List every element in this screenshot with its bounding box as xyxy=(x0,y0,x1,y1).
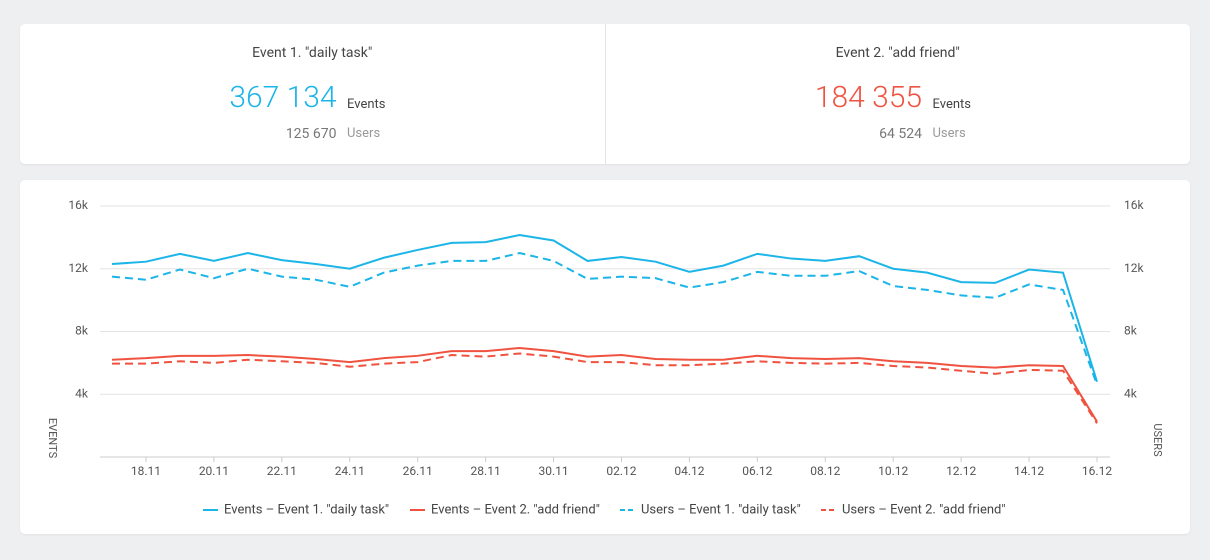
series-line xyxy=(111,346,1098,423)
x-tick-label: 24.11 xyxy=(335,464,365,478)
y2-tick-label: 8k xyxy=(1124,324,1138,338)
x-tick-label: 20.11 xyxy=(199,464,229,478)
users-count: 125 670 xyxy=(285,126,337,142)
x-tick-label: 10.12 xyxy=(878,464,908,478)
series-line xyxy=(112,352,1098,424)
stat-card: Event 2. "add friend" 184 355 Events 64 … xyxy=(604,24,1191,164)
y-axis-label: EVENTS xyxy=(46,418,59,459)
y-tick-label: 8k xyxy=(75,324,89,338)
y2-axis-label: USERS xyxy=(1151,423,1164,457)
events-count: 367 134 xyxy=(229,80,337,115)
legend-label: Users – Event 1. "daily task" xyxy=(641,502,801,517)
x-tick-label: 28.11 xyxy=(471,464,501,478)
x-tick-label: 16.12 xyxy=(1082,464,1112,478)
x-tick-label: 26.11 xyxy=(403,464,433,478)
x-tick-label: 22.11 xyxy=(267,464,297,478)
legend-label: Users – Event 2. "add friend" xyxy=(842,502,1006,517)
x-tick-label: 06.12 xyxy=(742,464,772,478)
x-tick-label: 18.11 xyxy=(131,464,161,478)
series-line xyxy=(111,234,1098,382)
x-tick-label: 04.12 xyxy=(674,464,704,478)
events-count: 184 355 xyxy=(814,80,922,115)
stat-card: Event 1. "daily task" 367 134 Events 125… xyxy=(20,24,605,164)
y-tick-label: 4k xyxy=(75,386,89,400)
y2-tick-label: 12k xyxy=(1124,261,1144,275)
legend-label: Events – Event 1. "daily task" xyxy=(224,502,389,517)
users-count: 64 524 xyxy=(879,126,922,142)
events-label: Events xyxy=(932,97,971,112)
y-tick-label: 16k xyxy=(68,198,88,212)
series-line xyxy=(111,252,1098,386)
card-title: Event 1. "daily task" xyxy=(252,45,373,61)
users-label: Users xyxy=(347,126,381,141)
events-label: Events xyxy=(347,97,386,112)
x-tick-label: 02.12 xyxy=(606,464,636,478)
chart-panel xyxy=(20,180,1190,534)
users-label: Users xyxy=(932,126,966,141)
stat-cards: Event 1. "daily task" 367 134 Events 125… xyxy=(20,24,1190,164)
card-title: Event 2. "add friend" xyxy=(835,45,960,61)
y2-tick-label: 4k xyxy=(1124,386,1138,400)
x-tick-label: 30.11 xyxy=(538,464,568,478)
x-tick-label: 14.12 xyxy=(1014,464,1044,478)
y-tick-label: 12k xyxy=(68,261,88,275)
x-tick-label: 12.12 xyxy=(946,464,976,478)
y2-tick-label: 16k xyxy=(1124,198,1144,212)
x-tick-label: 08.12 xyxy=(810,464,840,478)
legend-label: Events – Event 2. "add friend" xyxy=(431,502,600,517)
